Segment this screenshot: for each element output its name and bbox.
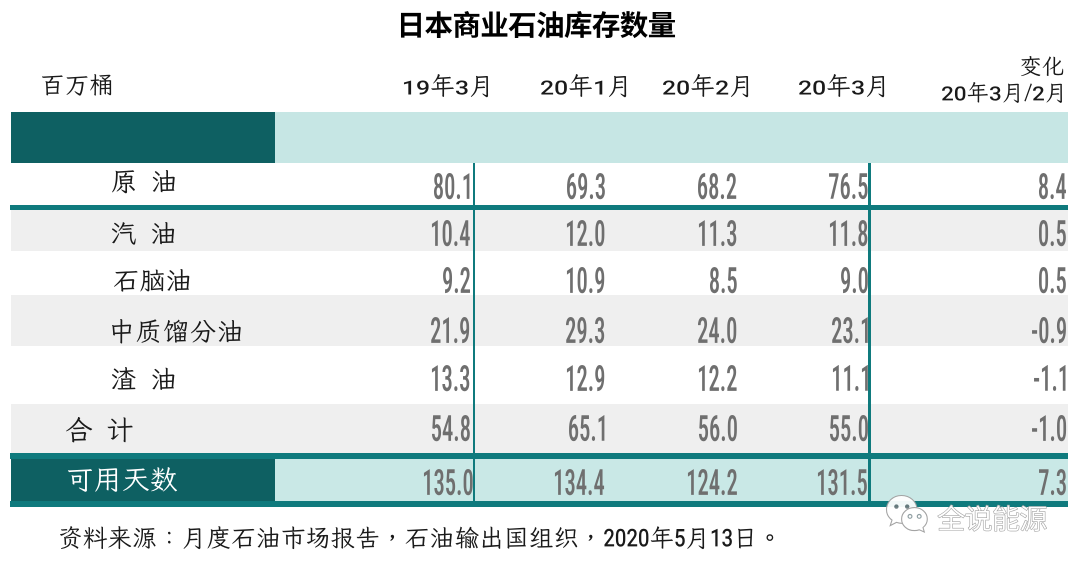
cell-gasoline-c5 (1038, 220, 1066, 247)
watermark-text (937, 503, 1047, 532)
column-header-2 (541, 74, 627, 98)
cell-crude-oil-c4 (829, 172, 868, 200)
cell-total-c3 (698, 415, 737, 442)
cell-naphtha-c2 (567, 266, 605, 293)
cell-naphtha-c4 (840, 266, 868, 293)
row-label-residual-oil (111, 367, 175, 390)
cell-gasoline-c4 (830, 220, 868, 247)
column-header-3 (662, 74, 749, 98)
cell-middle-distillates-c1 (431, 317, 470, 344)
cell-crude-oil-c1 (434, 172, 470, 200)
cell-middle-distillates-c4 (831, 317, 868, 344)
footer-row-top-border (10, 453, 1068, 459)
cell-middle-distillates-c5 (1031, 317, 1066, 344)
cell-gasoline-c2 (567, 220, 605, 247)
cell-total-c2 (569, 415, 605, 442)
cell-residual-oil-c1 (432, 365, 470, 392)
cell-gasoline-c1 (431, 220, 470, 247)
row-bg-middle-distillates (11, 295, 1068, 346)
vertical-line-2 (868, 162, 871, 507)
cell-naphtha-c1 (442, 266, 470, 293)
cell-residual-oil-c2 (567, 365, 605, 392)
column-header-1 (403, 74, 489, 98)
cell-middle-distillates-c3 (698, 317, 737, 344)
row-label-gasoline (111, 221, 175, 245)
header-band-light (275, 111, 1068, 163)
footer-row-light-cells (275, 459, 1068, 501)
row-bg-total (11, 404, 1068, 453)
cell-total-c5 (1031, 415, 1066, 442)
row-label-days-of-supply (67, 467, 178, 493)
cell-residual-oil-c5 (1034, 365, 1066, 392)
chart-title (400, 11, 676, 39)
vertical-line-1 (472, 162, 476, 507)
cell-days-of-supply-c5 (1038, 469, 1066, 496)
cell-days-of-supply-c3 (687, 469, 737, 496)
cell-residual-oil-c4 (832, 365, 868, 392)
cell-naphtha-c5 (1038, 266, 1066, 293)
row-label-naphtha (113, 268, 190, 292)
cell-days-of-supply-c4 (818, 469, 867, 496)
footer-row-bottom-border (10, 500, 1068, 507)
column-header-change-line1 (1020, 56, 1063, 77)
header-band-dark-block (11, 111, 275, 163)
cell-gasoline-c3 (699, 220, 737, 247)
column-header-4 (799, 74, 885, 98)
cell-days-of-supply-c2 (555, 469, 605, 496)
cell-residual-oil-c3 (698, 365, 737, 392)
row-label-crude-oil (112, 170, 175, 194)
unit-label (42, 74, 112, 96)
cell-middle-distillates-c2 (566, 317, 605, 344)
cell-total-c4 (829, 415, 868, 442)
cell-total-c1 (431, 415, 470, 442)
source-note (60, 525, 774, 549)
cell-naphtha-c3 (709, 266, 737, 293)
column-header-change-line2 (942, 82, 1063, 104)
rule-under-crude-oil (10, 204, 1068, 210)
row-label-middle-distillates (111, 318, 241, 344)
wechat-logo-icon (885, 494, 928, 533)
cell-crude-oil-c3 (698, 172, 737, 200)
cell-days-of-supply-c1 (424, 469, 473, 496)
cell-crude-oil-c5 (1038, 172, 1066, 200)
row-bg-gasoline (11, 210, 1068, 251)
cell-crude-oil-c2 (566, 172, 605, 200)
footer-row-label-block (11, 459, 275, 501)
row-label-total (66, 417, 133, 443)
